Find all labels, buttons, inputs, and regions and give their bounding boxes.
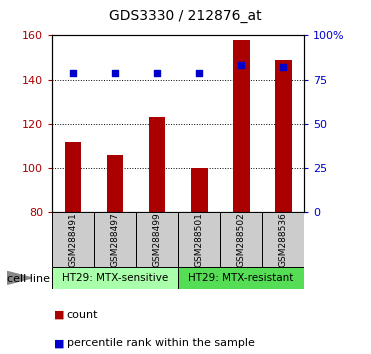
Bar: [262, 212, 304, 267]
Point: [112, 70, 118, 75]
Point: [154, 70, 160, 75]
Text: HT29: MTX-sensitive: HT29: MTX-sensitive: [62, 273, 168, 283]
Text: ■: ■: [54, 338, 64, 348]
Bar: [191, 168, 207, 212]
Text: GSM288491: GSM288491: [69, 212, 78, 267]
Point: [196, 70, 202, 75]
Bar: [149, 117, 165, 212]
Bar: [52, 212, 94, 267]
Bar: [233, 40, 250, 212]
Bar: [275, 60, 292, 212]
Bar: [106, 155, 124, 212]
Bar: [94, 212, 136, 267]
Text: GDS3330 / 212876_at: GDS3330 / 212876_at: [109, 9, 262, 23]
Text: GSM288502: GSM288502: [237, 212, 246, 267]
Text: cell line: cell line: [7, 274, 50, 284]
Text: GSM288497: GSM288497: [111, 212, 119, 267]
Text: GSM288501: GSM288501: [195, 212, 204, 267]
Text: GSM288499: GSM288499: [152, 212, 161, 267]
Bar: [220, 212, 262, 267]
Text: percentile rank within the sample: percentile rank within the sample: [67, 338, 255, 348]
Text: GSM288536: GSM288536: [279, 212, 288, 267]
Bar: [52, 267, 178, 289]
Bar: [65, 142, 81, 212]
Polygon shape: [7, 272, 32, 284]
Text: HT29: MTX-resistant: HT29: MTX-resistant: [188, 273, 294, 283]
Bar: [136, 212, 178, 267]
Point: [238, 63, 244, 68]
Point: [70, 70, 76, 75]
Bar: [178, 267, 304, 289]
Point: [280, 64, 286, 70]
Bar: [178, 212, 220, 267]
Text: count: count: [67, 310, 98, 320]
Text: ■: ■: [54, 310, 64, 320]
